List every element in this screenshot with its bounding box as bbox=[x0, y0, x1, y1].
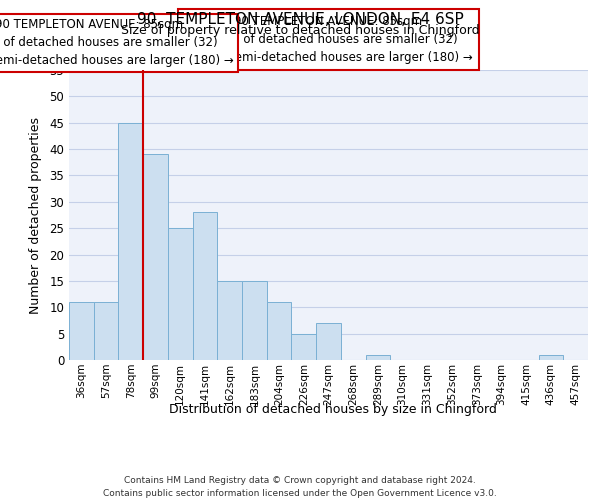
Bar bbox=[242, 281, 267, 360]
Y-axis label: Number of detached properties: Number of detached properties bbox=[29, 116, 43, 314]
Bar bbox=[168, 228, 193, 360]
Bar bbox=[94, 302, 118, 360]
Bar bbox=[365, 354, 390, 360]
Text: 90, TEMPLETON AVENUE, LONDON, E4 6SP: 90, TEMPLETON AVENUE, LONDON, E4 6SP bbox=[137, 12, 463, 28]
Bar bbox=[316, 323, 341, 360]
Bar bbox=[539, 354, 563, 360]
Bar bbox=[292, 334, 316, 360]
Text: Contains HM Land Registry data © Crown copyright and database right 2024.
Contai: Contains HM Land Registry data © Crown c… bbox=[103, 476, 497, 498]
Bar bbox=[143, 154, 168, 360]
Text: 90 TEMPLETON AVENUE: 85sqm
← 15% of detached houses are smaller (32)
85% of semi: 90 TEMPLETON AVENUE: 85sqm ← 15% of deta… bbox=[0, 18, 233, 68]
Bar bbox=[69, 302, 94, 360]
Bar bbox=[217, 281, 242, 360]
Text: Distribution of detached houses by size in Chingford: Distribution of detached houses by size … bbox=[169, 402, 497, 415]
Bar bbox=[118, 122, 143, 360]
Bar bbox=[193, 212, 217, 360]
Text: Size of property relative to detached houses in Chingford: Size of property relative to detached ho… bbox=[121, 24, 479, 37]
Bar bbox=[267, 302, 292, 360]
Text: 90 TEMPLETON AVENUE: 85sqm
← 15% of detached houses are smaller (32)
85% of semi: 90 TEMPLETON AVENUE: 85sqm ← 15% of deta… bbox=[184, 15, 473, 64]
